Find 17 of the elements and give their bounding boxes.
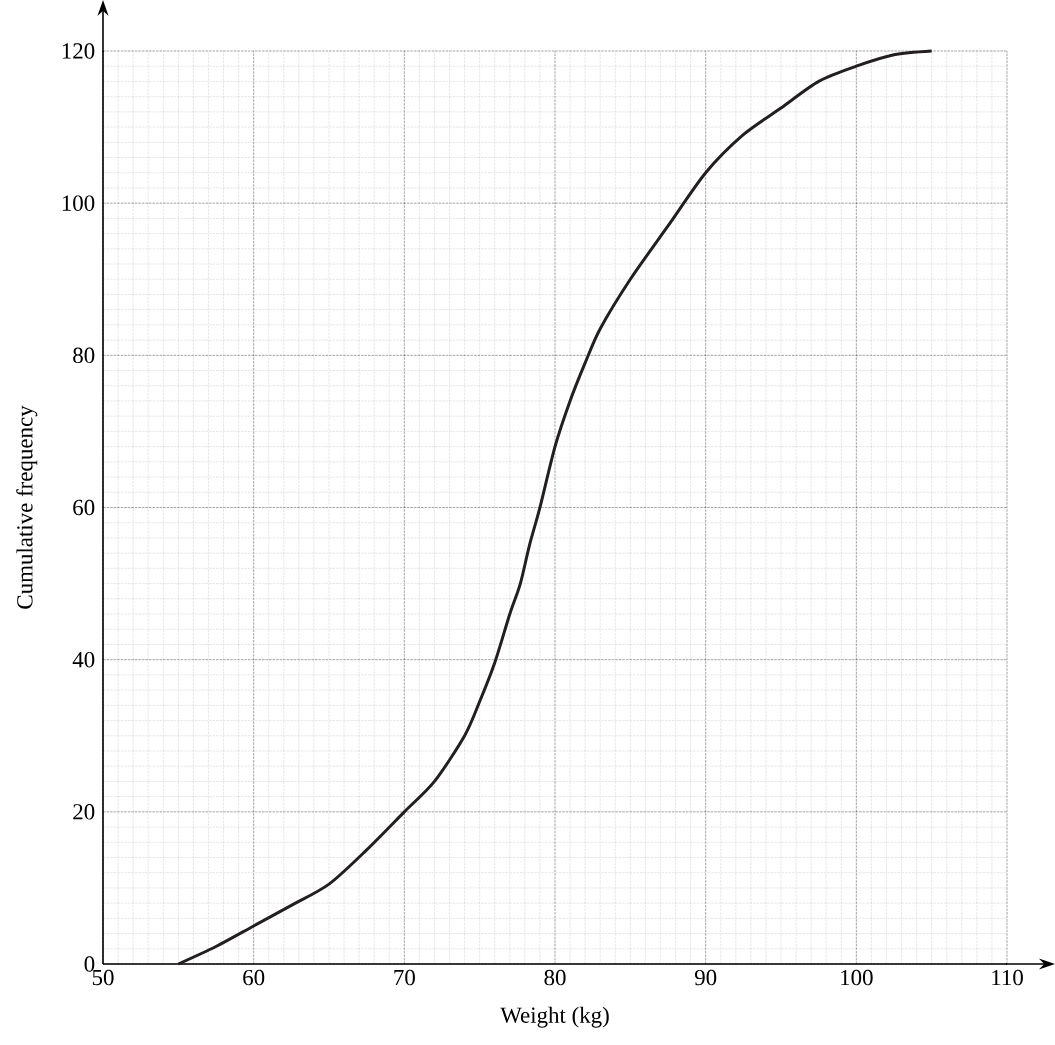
x-tick-label: 60 [243,969,265,986]
x-axis-title: Weight (kg) [500,1006,609,1028]
y-tick-label: 100 [62,195,95,211]
y-tick-label: 0 [84,956,95,972]
line-series [176,49,934,966]
x-tick-label: 80 [544,969,566,986]
x-tick-label: 110 [992,969,1023,986]
y-axis-title: Cumulative frequency [16,405,38,609]
y-tick-label: 20 [73,804,95,820]
x-tick-label: 90 [694,969,717,986]
y-tick-label: 60 [73,499,95,516]
x-tick-label: 100 [841,969,873,986]
y-tick-label: 120 [62,43,95,59]
x-tick-label: 70 [394,969,415,986]
y-tick-label: 40 [72,651,95,668]
y-tick-label: 80 [73,347,95,364]
x-tick-label: 50 [92,969,114,986]
